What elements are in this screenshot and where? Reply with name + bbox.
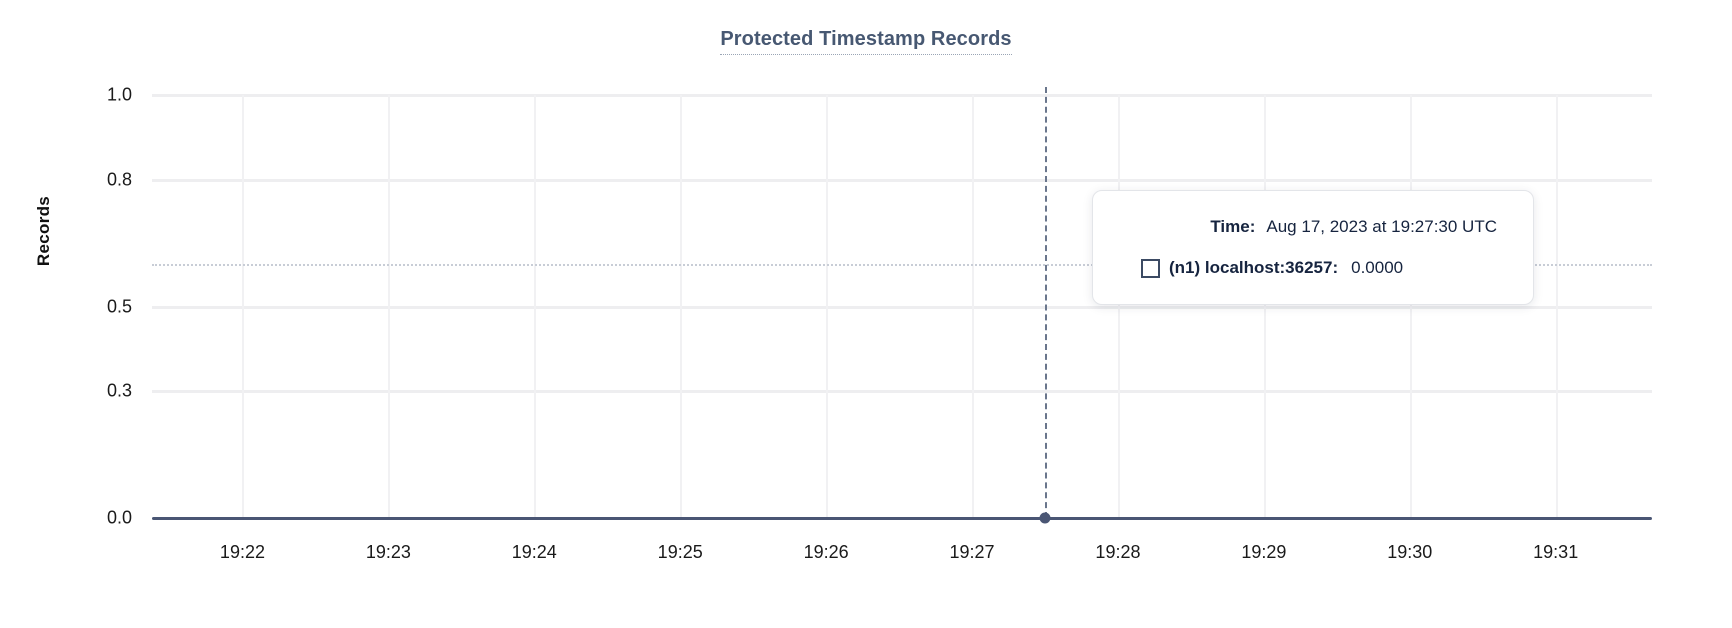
chart-tooltip: Time: Aug 17, 2023 at 19:27:30 UTC (n1) … (1092, 190, 1534, 305)
x-axis-tick-label: 19:24 (511, 542, 557, 562)
grid-line-horizontal (152, 305, 1652, 309)
grid-line-vertical (1117, 95, 1120, 518)
x-axis-tick-label: 19:26 (803, 542, 849, 562)
grid-line-vertical (680, 95, 683, 518)
x-axis-tick-labels: 19:22 19:23 19:24 19:25 19:26 19:27 19:28 19:29… (152, 542, 1652, 568)
plot-area[interactable] (152, 87, 1652, 524)
x-axis-tick-label: 19:25 (657, 542, 703, 562)
grid-line-vertical (1409, 95, 1412, 518)
y-axis-tick-label: 0.8 (106, 169, 132, 190)
tooltip-time-value: Aug 17, 2023 at 19:27:30 UTC (1266, 217, 1497, 236)
chart-title-container: Protected Timestamp Records (0, 28, 1732, 55)
grid-line-horizontal (152, 178, 1652, 182)
tooltip-series-name: (n1) localhost:36257: (1169, 258, 1339, 277)
x-axis-tick-label: 19:27 (949, 542, 995, 562)
crosshair-line (1044, 87, 1047, 518)
reference-guide-line (152, 264, 1652, 267)
tooltip-series-row: (n1) localhost:36257: 0.0000 (1119, 237, 1503, 278)
x-axis-tick-label: 19:31 (1533, 542, 1579, 562)
grid-line-vertical (826, 95, 829, 518)
page-title: Protected Timestamp Records (720, 28, 1012, 55)
x-axis-tick-label: 19:30 (1387, 542, 1433, 562)
grid-line-horizontal (152, 94, 1652, 97)
tooltip-time-label: Time: (1210, 217, 1256, 236)
y-axis-tick-label: 0.0 (106, 507, 132, 528)
grid-line-vertical (972, 95, 975, 518)
grid-line-vertical (242, 95, 245, 518)
grid-line-vertical (1263, 95, 1266, 518)
tooltip-series-value: 0.0000 (1351, 258, 1404, 277)
series-swatch-icon (1141, 258, 1160, 278)
y-axis-tick-label: 0.3 (106, 380, 132, 401)
x-axis-tick-label: 19:28 (1095, 542, 1141, 562)
hovered-data-point-marker[interactable] (1039, 512, 1051, 524)
x-axis-tick-label: 19:23 (365, 542, 411, 562)
tooltip-time-row: Time: Aug 17, 2023 at 19:27:30 UTC (1119, 217, 1503, 237)
y-axis-title: Records (34, 195, 53, 267)
grid-line-horizontal (152, 390, 1652, 394)
grid-line-vertical (388, 95, 391, 518)
y-axis-tick-label: 0.5 (106, 296, 132, 316)
x-axis-tick-label: 19:22 (219, 542, 265, 562)
grid-line-vertical (534, 95, 537, 518)
y-axis-tick-label: 1.0 (106, 84, 132, 105)
series-line-n1-localhost-36257 (152, 517, 1652, 520)
x-axis-tick-label: 19:29 (1241, 542, 1287, 562)
grid-line-vertical (1555, 95, 1558, 518)
y-axis-tick-labels: 1.0 0.8 0.5 0.3 0.0 (70, 85, 132, 528)
